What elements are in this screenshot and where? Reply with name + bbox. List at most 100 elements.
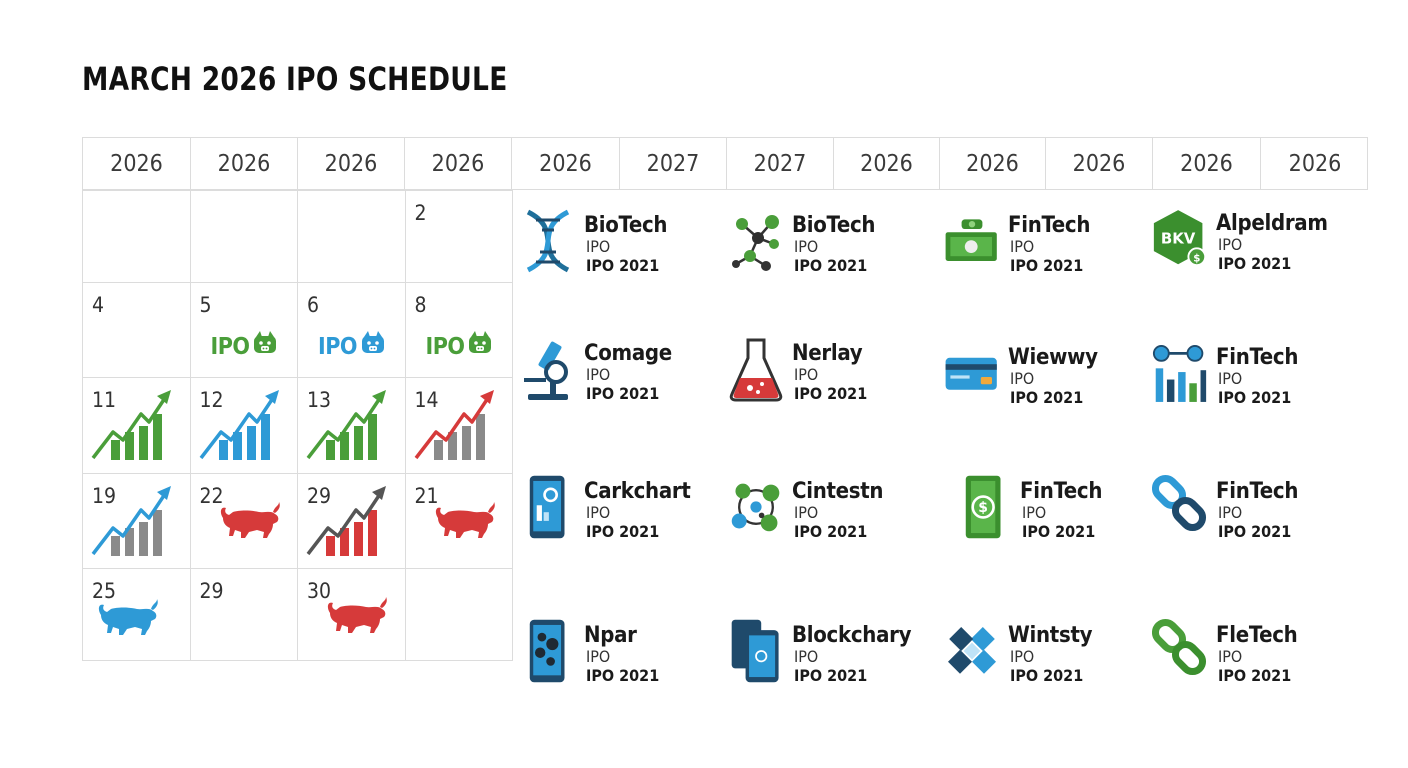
calendar-day[interactable]: 13 <box>298 378 406 474</box>
company-entry[interactable]: FinTech IPO IPO 2021 <box>1151 474 1298 541</box>
calendar-day[interactable]: 5 IPO <box>190 283 298 378</box>
company-entry[interactable]: Carkchart IPO IPO 2021 <box>520 474 691 541</box>
company-ipo-year: IPO 2021 <box>1010 388 1084 407</box>
bull-icon <box>324 595 388 639</box>
day-number: 12 <box>199 388 224 412</box>
day-number: 5 <box>199 293 212 317</box>
calendar-day[interactable] <box>298 191 406 283</box>
company-ipo-year: IPO 2021 <box>586 256 660 275</box>
company-entry[interactable]: Nerlay IPO IPO 2021 <box>728 336 867 403</box>
company-ipo-year: IPO 2021 <box>1010 666 1084 685</box>
phone-chart-icon <box>520 474 576 540</box>
calendar-day[interactable] <box>83 191 191 283</box>
calendar-day[interactable]: 21 <box>405 474 513 569</box>
company-entry[interactable]: FleTech IPO IPO 2021 <box>1151 618 1298 685</box>
molecule-icon <box>728 208 784 274</box>
calendar-day[interactable]: 6 IPO <box>298 283 406 378</box>
year-cell[interactable]: 2026 <box>191 138 298 189</box>
hex-logo-text: BKV <box>1161 230 1196 248</box>
company-entry[interactable]: $ FinTech IPO IPO 2021 <box>956 474 1102 541</box>
company-entry[interactable]: BKV $ Alpeldram IPO IPO 2021 <box>1152 206 1328 273</box>
company-ipo-label: IPO <box>794 365 819 384</box>
banknote-icon: $ <box>956 474 1012 540</box>
calendar-day[interactable]: 12 <box>190 378 298 474</box>
company-name: Carkchart <box>584 479 691 504</box>
cash-icon <box>944 208 1000 274</box>
year-cell[interactable]: 2026 <box>405 138 512 189</box>
company-ipo-label: IPO <box>586 647 611 666</box>
company-ipo-label: IPO <box>1022 503 1047 522</box>
company-entry[interactable]: Npar IPO IPO 2021 <box>520 618 659 685</box>
company-ipo-label: IPO <box>1010 647 1035 666</box>
company-ipo-year: IPO 2021 <box>1010 256 1084 275</box>
company-entry[interactable]: BioTech IPO IPO 2021 <box>520 208 668 275</box>
calendar-day[interactable]: 25 <box>83 569 191 661</box>
calendar-day[interactable]: 2 <box>405 191 513 283</box>
year-cell[interactable]: 2026 <box>1288 150 1342 177</box>
calendar-day[interactable]: 19 <box>83 474 191 569</box>
company-entry[interactable]: Comage IPO IPO 2021 <box>520 336 672 403</box>
year-cell[interactable]: 2026 <box>512 138 620 189</box>
bull-icon <box>432 500 496 544</box>
day-number: 14 <box>414 388 439 412</box>
bar-network-icon <box>1152 340 1208 406</box>
day-number: 30 <box>307 579 332 603</box>
phones-icon <box>728 618 784 684</box>
company-entry[interactable]: BioTech IPO IPO 2021 <box>728 208 876 275</box>
company-ipo-label: IPO <box>794 647 819 666</box>
company-entry[interactable]: Wiewwy IPO IPO 2021 <box>944 340 1098 407</box>
ipo-badge-label: IPO <box>318 334 357 360</box>
company-name: BioTech <box>584 213 668 238</box>
piggy-bank-icon <box>251 331 279 363</box>
blocks-icon <box>944 618 1000 684</box>
bull-icon <box>217 500 281 544</box>
company-ipo-year: IPO 2021 <box>1218 522 1292 541</box>
ipo-badge: IPO <box>426 331 495 363</box>
chain-link-green-icon <box>1151 618 1208 684</box>
calendar-day[interactable] <box>190 191 298 283</box>
year-cell[interactable]: 2027 <box>727 138 834 189</box>
flask-icon <box>728 336 784 402</box>
calendar-day[interactable]: 30 <box>298 569 406 661</box>
calendar-day[interactable]: 29 <box>298 474 406 569</box>
piggy-bank-icon <box>359 331 387 363</box>
microscope-icon <box>520 336 576 402</box>
company-entry[interactable]: Wintsty IPO IPO 2021 <box>944 618 1093 685</box>
company-ipo-year: IPO 2021 <box>586 666 660 685</box>
calendar-day[interactable]: 29 <box>190 569 298 661</box>
year-cell[interactable]: 2026 <box>83 138 191 189</box>
calendar-day[interactable] <box>405 569 513 661</box>
calendar-day[interactable]: 14 <box>405 378 513 474</box>
company-entry[interactable]: Blockchary IPO IPO 2021 <box>728 618 912 685</box>
company-entry[interactable]: FinTech IPO IPO 2021 <box>1152 340 1298 407</box>
ipo-badge: IPO <box>211 331 280 363</box>
growth-chart-icon <box>306 388 388 466</box>
company-ipo-year: IPO 2021 <box>794 522 868 541</box>
calendar-day[interactable]: 11 <box>83 378 191 474</box>
company-entry[interactable]: Cintestn IPO IPO 2021 <box>728 474 884 541</box>
company-ipo-label: IPO <box>1010 369 1035 388</box>
dna-icon <box>520 208 576 274</box>
chain-link-blue-icon <box>1151 474 1208 540</box>
company-ipo-label: IPO <box>794 503 819 522</box>
company-ipo-year: IPO 2021 <box>794 384 868 403</box>
company-ipo-year: IPO 2021 <box>1218 666 1292 685</box>
year-cell[interactable]: 2026 <box>298 138 405 189</box>
company-ipo-label: IPO <box>1218 647 1243 666</box>
company-name: FleTech <box>1216 623 1298 648</box>
calendar-day[interactable]: 8 IPO <box>405 283 513 378</box>
company-name: BioTech <box>792 213 876 238</box>
year-cell[interactable]: 2026 <box>940 138 1046 189</box>
company-name: Wiewwy <box>1008 345 1098 370</box>
calendar-day[interactable]: 4 <box>83 283 191 378</box>
company-entry[interactable]: FinTech IPO IPO 2021 <box>944 208 1090 275</box>
day-number: 22 <box>199 484 224 508</box>
year-cell[interactable]: 2026 <box>1046 138 1153 189</box>
calendar-day[interactable]: 22 <box>190 474 298 569</box>
company-ipo-year: IPO 2021 <box>586 522 660 541</box>
company-name: Alpeldram <box>1216 211 1328 236</box>
year-cell[interactable]: 2026 <box>834 138 940 189</box>
company-name: Blockchary <box>792 623 912 648</box>
year-cell[interactable]: 2027 <box>620 138 727 189</box>
year-cell[interactable]: 2026 <box>1153 138 1261 189</box>
